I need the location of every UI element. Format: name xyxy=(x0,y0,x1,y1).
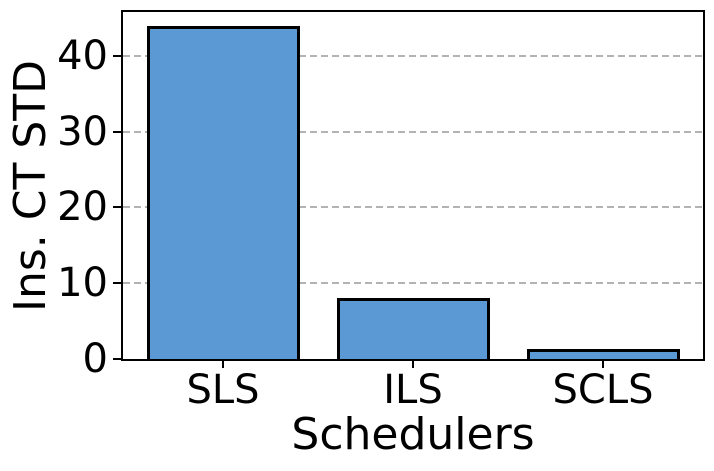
x-tick-mark-ils xyxy=(412,361,414,368)
plot-area xyxy=(121,10,705,361)
bar-sls xyxy=(146,26,300,359)
x-tick-mark-sls xyxy=(222,361,224,368)
gridline-y-20 xyxy=(123,206,703,209)
x-tick-mark-scls xyxy=(602,361,604,368)
x-tick-label-scls: SCLS xyxy=(552,367,654,413)
y-tick-mark-20 xyxy=(113,206,121,208)
x-axis-title: Schedulers xyxy=(291,409,535,460)
y-tick-label-20: 20 xyxy=(57,184,108,230)
bar-scls xyxy=(526,349,680,359)
gridline-y-40 xyxy=(123,54,703,57)
y-tick-mark-0 xyxy=(113,358,121,360)
bar-ils xyxy=(336,298,490,359)
y-tick-mark-30 xyxy=(113,131,121,133)
y-tick-mark-40 xyxy=(113,55,121,57)
y-tick-label-10: 10 xyxy=(57,260,108,306)
gridline-y-30 xyxy=(123,130,703,133)
y-tick-label-0: 0 xyxy=(82,336,108,382)
y-tick-label-30: 30 xyxy=(57,109,108,155)
x-tick-label-sls: SLS xyxy=(186,367,260,413)
y-tick-label-40: 40 xyxy=(57,33,108,79)
y-tick-mark-10 xyxy=(113,282,121,284)
x-tick-label-ils: ILS xyxy=(383,367,443,413)
gridline-y-10 xyxy=(123,282,703,285)
